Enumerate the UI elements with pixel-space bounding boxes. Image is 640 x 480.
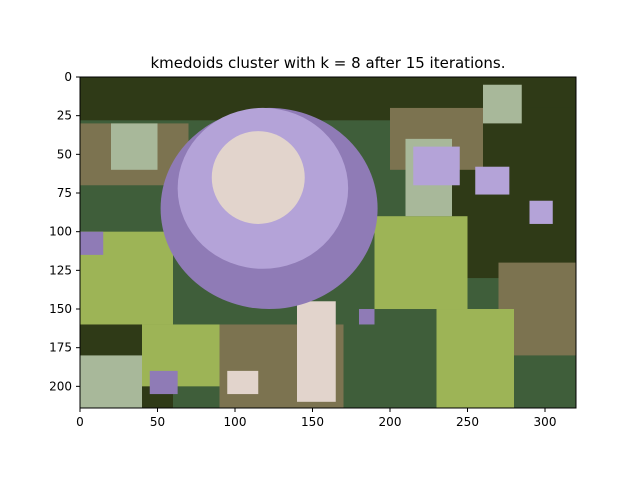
cluster-region-9 bbox=[374, 216, 468, 310]
cluster-region-19 bbox=[413, 146, 460, 186]
y-tick-label: 25 bbox=[57, 109, 72, 123]
y-tick-label: 0 bbox=[64, 70, 72, 84]
y-tick-label: 125 bbox=[49, 263, 72, 277]
y-tick-label: 100 bbox=[49, 225, 72, 239]
x-tick-label: 300 bbox=[534, 415, 557, 429]
cluster-region-18 bbox=[359, 309, 375, 325]
x-tick-label: 0 bbox=[76, 415, 84, 429]
cluster-region-23 bbox=[227, 370, 259, 395]
y-tick-label: 175 bbox=[49, 341, 72, 355]
cluster-region-20 bbox=[475, 166, 510, 195]
y-tick-label: 150 bbox=[49, 302, 72, 316]
cluster-region-21 bbox=[529, 200, 553, 224]
clustered-image bbox=[80, 77, 576, 408]
y-axis: 0 25 50 75 100 125 150 175 200 bbox=[49, 70, 80, 393]
x-tick-label: 100 bbox=[224, 415, 247, 429]
y-tick-label: 75 bbox=[57, 186, 72, 200]
cluster-blob-2 bbox=[211, 131, 305, 224]
x-tick-label: 150 bbox=[301, 415, 324, 429]
chart-title: kmedoids cluster with k = 8 after 15 ite… bbox=[150, 54, 505, 72]
x-tick-label: 200 bbox=[379, 415, 402, 429]
axes-frame bbox=[79, 76, 577, 409]
cluster-region-22 bbox=[297, 301, 336, 402]
cluster-region-12 bbox=[111, 123, 158, 170]
cluster-region-16 bbox=[80, 231, 104, 255]
cluster-region-14 bbox=[483, 84, 522, 124]
cluster-region-17 bbox=[149, 370, 178, 395]
cluster-region-11 bbox=[436, 309, 514, 408]
y-tick-label: 50 bbox=[57, 147, 72, 161]
x-tick-label: 250 bbox=[456, 415, 479, 429]
y-tick-label: 200 bbox=[49, 379, 72, 393]
x-axis: 0 50 100 150 200 250 300 bbox=[76, 408, 556, 429]
x-tick-label: 50 bbox=[150, 415, 165, 429]
cluster-region-15 bbox=[80, 355, 142, 408]
